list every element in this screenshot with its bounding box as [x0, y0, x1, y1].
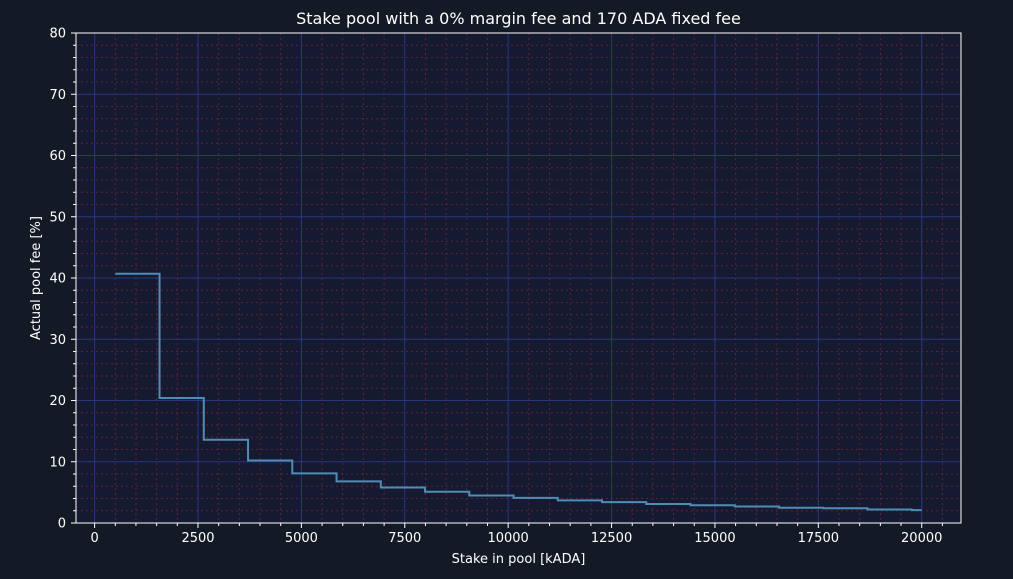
y-tick-label: 20	[49, 394, 66, 409]
x-tick-label: 10000	[487, 531, 528, 546]
chart-title: Stake pool with a 0% margin fee and 170 …	[296, 9, 741, 28]
x-tick-label: 5000	[285, 531, 318, 546]
axes: 0 2500 5000 7500 10000 12500 15000 17500 20000 0 1…	[49, 27, 943, 546]
y-tick-label: 40	[49, 272, 66, 287]
y-axis-label: Actual pool fee [%]	[29, 216, 44, 340]
x-tick-label: 7500	[388, 531, 421, 546]
y-tick-label: 60	[49, 149, 66, 164]
x-tick-label: 20000	[901, 531, 942, 546]
y-tick-label: 70	[49, 88, 66, 103]
grid	[76, 32, 961, 524]
y-tick-label: 10	[49, 455, 66, 470]
y-tick-label: 80	[49, 27, 66, 42]
x-tick-label: 2500	[181, 531, 214, 546]
y-tick-label: 30	[49, 333, 66, 348]
y-tick-label: 50	[49, 210, 66, 225]
series-line	[115, 272, 922, 512]
x-tick-label: 15000	[694, 531, 735, 546]
x-axis-label: Stake in pool [kADA]	[452, 552, 586, 567]
y-tick-label: 0	[58, 517, 66, 532]
x-tick-label: 17500	[798, 531, 839, 546]
x-tick-label: 12500	[591, 531, 632, 546]
x-tick-label: 0	[90, 531, 98, 546]
